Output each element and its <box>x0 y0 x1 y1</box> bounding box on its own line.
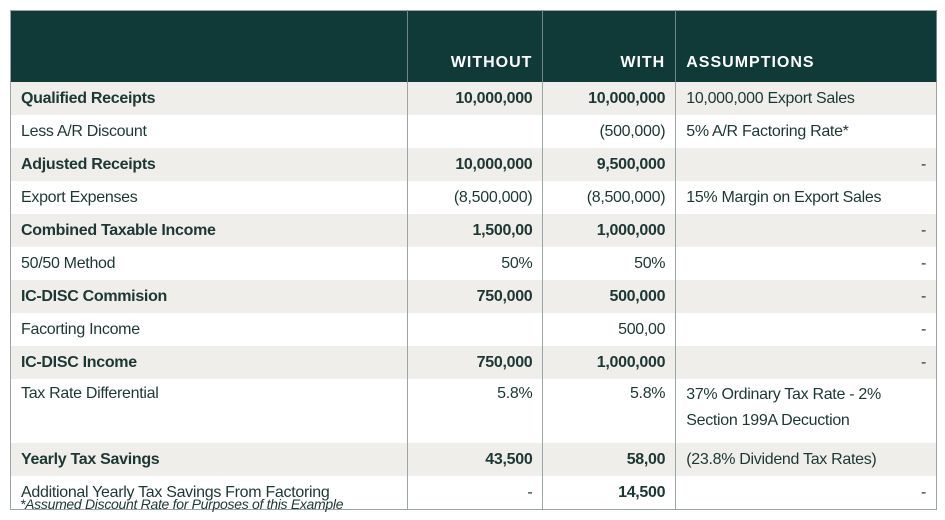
row-label: IC-DISC Commision <box>10 280 408 313</box>
header-label <box>10 10 408 82</box>
row-label: Tax Rate Differential <box>10 379 408 443</box>
row-label: Yearly Tax Savings <box>10 443 408 476</box>
assumption-value: - <box>675 214 937 247</box>
assumption-value: 15% Margin on Export Sales <box>675 181 937 214</box>
without-value: 750,000 <box>407 280 544 313</box>
without-value: 1,500,00 <box>407 214 544 247</box>
assumption-value: - <box>675 280 937 313</box>
assumption-value: - <box>675 313 937 346</box>
table-row: Adjusted Receipts 10,000,000 9,500,000- <box>10 148 937 181</box>
header-row: WITHOUT WITH ASSUMPTIONS <box>10 10 937 82</box>
without-value: (8,500,000) <box>407 181 544 214</box>
table-row: 50/50 Method 50% 50% - <box>10 247 937 280</box>
table-row: Yearly Tax Savings 43,500 58,00 (23.8% Divi… <box>10 443 937 476</box>
assumption-value: - <box>675 247 937 280</box>
footnote: *Assumed Discount Rate for Purposes of t… <box>20 496 344 512</box>
header-assumptions: ASSUMPTIONS <box>675 10 937 82</box>
with-value: (500,000) <box>542 115 677 148</box>
table-row: Qualified Receipts 10,000,000 10,000,000 10… <box>10 82 937 115</box>
with-value: (8,500,000) <box>542 181 677 214</box>
header-with: WITH <box>542 10 677 82</box>
without-value <box>407 313 544 346</box>
without-value: 43,500 <box>407 443 544 476</box>
table-row: IC-DISC Commision 750,000 500,000- <box>10 280 937 313</box>
row-label: Qualified Receipts <box>10 82 408 115</box>
with-value: 5.8% <box>542 379 677 443</box>
row-label: Less A/R Discount <box>10 115 408 148</box>
without-value: 5.8% <box>407 379 544 443</box>
with-value: 10,000,000 <box>542 82 677 115</box>
table-row: Export Expenses (8,500,000) (8,500,000) 15%… <box>10 181 937 214</box>
row-label: Adjusted Receipts <box>10 148 408 181</box>
with-value: 14,500 <box>542 476 677 510</box>
without-value <box>407 115 544 148</box>
assumption-value: - <box>675 346 937 379</box>
without-value: 750,000 <box>407 346 544 379</box>
with-value: 58,00 <box>542 443 677 476</box>
table-row: Combined Taxable Income 1,500,00 1,000,000… <box>10 214 937 247</box>
table-row: Less A/R Discount (500,000) 5% A/R Factori… <box>10 115 937 148</box>
header-without: WITHOUT <box>407 10 544 82</box>
table-row: IC-DISC Income 750,000 1,000,000- <box>10 346 937 379</box>
tax-savings-table: WITHOUT WITH ASSUMPTIONS Qualified Recei… <box>10 10 937 510</box>
with-value: 1,000,000 <box>542 346 677 379</box>
with-value: 9,500,000 <box>542 148 677 181</box>
assumption-value: 5% A/R Factoring Rate* <box>675 115 937 148</box>
without-value: - <box>407 476 544 510</box>
without-value: 50% <box>407 247 544 280</box>
with-value: 50% <box>542 247 677 280</box>
row-label: Combined Taxable Income <box>10 214 408 247</box>
row-label: Export Expenses <box>10 181 408 214</box>
table-row: Facorting Income 500,00- <box>10 313 937 346</box>
without-value: 10,000,000 <box>407 82 544 115</box>
table-row: Tax Rate Differential 5.8% 5.8% 37% Ordinar… <box>10 379 937 443</box>
with-value: 500,00 <box>542 313 677 346</box>
table-row: Additional Yearly Tax Savings From Facto… <box>10 476 937 510</box>
row-label: Additional Yearly Tax Savings From Facto… <box>10 476 408 510</box>
row-label: IC-DISC Income <box>10 346 408 379</box>
with-value: 1,000,000 <box>542 214 677 247</box>
without-value: 10,000,000 <box>407 148 544 181</box>
assumption-value: (23.8% Dividend Tax Rates) <box>675 443 937 476</box>
assumption-value: - <box>675 148 937 181</box>
assumption-value: 37% Ordinary Tax Rate - 2% Section 199A … <box>675 379 937 443</box>
with-value: 500,000 <box>542 280 677 313</box>
assumption-value: 10,000,000 Export Sales <box>675 82 937 115</box>
row-label: 50/50 Method <box>10 247 408 280</box>
assumption-value: - <box>675 476 937 510</box>
row-label: Facorting Income <box>10 313 408 346</box>
